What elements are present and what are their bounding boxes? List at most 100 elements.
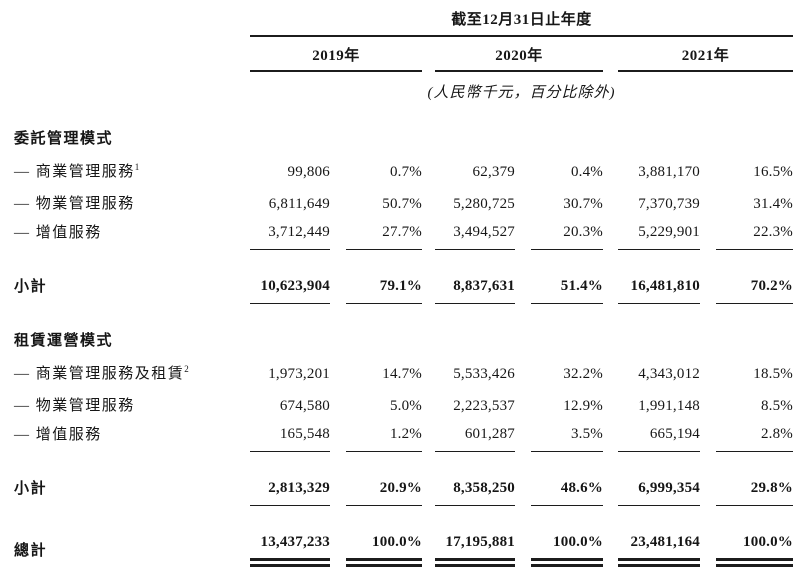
amount-2021: 16,481,810 [618,276,700,304]
column-gap [700,562,716,567]
percent-2020: 3.5% [531,424,603,452]
amount-2021: 4,343,012 [638,366,700,382]
row-label-text: — 物業管理服務 [14,196,135,212]
column-gap [330,446,346,452]
label-column-spacer [0,37,250,72]
section-header-row: 委託管理模式 [0,124,797,154]
percent-2020: 48.6% [531,478,603,506]
row-label: — 增值服務 [0,218,250,250]
column-gap [422,500,435,506]
percent-2019: 79.1% [346,276,422,304]
amount-2021: 6,999,354 [618,478,700,506]
table-row: — 商業管理服務及租賃2 1,973,201 14.7% 5,533,426 3… [0,356,797,388]
column-gap [603,298,618,304]
amount-2019: 13,437,233 [250,532,330,567]
percent-2019: 14.7% [382,366,422,382]
amount-2020: 2,223,537 [453,398,515,414]
row-label-text: — 增值服務 [14,427,102,443]
percent-2019: 100.0% [346,532,422,567]
percent-2019: 0.7% [389,164,422,180]
period-header: 截至12月31日止年度 [451,12,592,28]
row-label: — 商業管理服務1 [0,154,250,186]
column-gap [330,244,346,250]
amount-2020: 8,358,250 [435,478,515,506]
amount-2019: 6,811,649 [268,196,330,212]
column-gap [700,500,716,506]
amount-2020: 5,533,426 [453,366,515,382]
column-gap [330,500,346,506]
amount-2020: 17,195,881 [435,532,515,567]
row-label: — 商業管理服務及租賃2 [0,356,250,388]
table-row: — 增值服務 3,712,449 27.7% 3,494,527 20.3% 5… [0,218,797,250]
section-title: 租賃運營模式 [14,333,114,349]
percent-2019: 50.7% [382,196,422,212]
column-gap [422,562,435,567]
row-label: 小計 [14,279,48,295]
column-gap [603,446,618,452]
table-row: — 物業管理服務 6,811,649 50.7% 5,280,725 30.7%… [0,186,797,218]
amount-2019: 165,548 [250,424,330,452]
row-label: 總計 [14,543,48,559]
percent-2020: 100.0% [531,532,603,567]
amount-2020: 601,287 [435,424,515,452]
year-header-2020: 2020年 [435,37,603,72]
percent-2021: 16.5% [753,164,793,180]
column-gap [603,500,618,506]
amount-2021: 5,229,901 [618,222,700,250]
percent-2021: 31.4% [753,196,793,212]
percent-2021: 8.5% [760,398,793,414]
column-gap [700,244,716,250]
percent-2021: 29.8% [716,478,793,506]
column-gap [330,298,346,304]
table-row: — 物業管理服務 674,580 5.0% 2,223,537 12.9% 1,… [0,388,797,420]
percent-2021: 100.0% [716,532,793,567]
column-gap [603,37,618,72]
amount-2019: 674,580 [279,398,330,414]
percent-2021: 18.5% [753,366,793,382]
percent-2020: 30.7% [563,196,603,212]
year-header-2019: 2019年 [250,37,422,72]
percent-2020: 0.4% [570,164,603,180]
amount-2020: 5,280,725 [453,196,515,212]
row-label-text: — 物業管理服務 [14,398,135,414]
percent-2019: 1.2% [346,424,422,452]
row-label-text: — 商業管理服務 [14,164,135,180]
column-gap [515,298,531,304]
column-gap [700,446,716,452]
column-gap [422,446,435,452]
percent-2020: 12.9% [563,398,603,414]
amount-2021: 1,991,148 [638,398,700,414]
column-gap [603,562,618,567]
percent-2019: 20.9% [346,478,422,506]
percent-2020: 51.4% [531,276,603,304]
header-top-rule [250,35,793,37]
row-label-text: — 增值服務 [14,225,102,241]
row-label: 小計 [14,481,48,497]
column-gap [603,244,618,250]
table-row: — 增值服務 165,548 1.2% 601,287 3.5% 665,194… [0,420,797,452]
table-row: — 商業管理服務1 99,806 0.7% 62,379 0.4% 3,881,… [0,154,797,186]
amount-2020: 8,837,631 [435,276,515,304]
amount-2019: 1,973,201 [268,366,330,382]
row-label: — 物業管理服務 [0,186,250,218]
footnote-ref: 1 [134,162,140,172]
percent-2021: 2.8% [716,424,793,452]
subtotal-row: 小計 10,623,904 79.1% 8,837,631 51.4% 16,4… [0,276,797,304]
column-gap [422,298,435,304]
amount-2021: 23,481,164 [618,532,700,567]
column-gap [515,562,531,567]
row-label: — 物業管理服務 [0,388,250,420]
percent-2021: 70.2% [716,276,793,304]
column-gap [422,37,435,72]
percent-2019: 5.0% [389,398,422,414]
amount-2019: 2,813,329 [250,478,330,506]
column-gap [422,244,435,250]
amount-2021: 665,194 [618,424,700,452]
amount-2019: 99,806 [287,164,330,180]
column-gap [330,562,346,567]
total-row: 總計 13,437,233 100.0% 17,195,881 100.0% 2… [0,532,797,567]
percent-2021: 22.3% [716,222,793,250]
footnote-ref: 2 [184,364,189,374]
row-label: — 增值服務 [0,420,250,452]
